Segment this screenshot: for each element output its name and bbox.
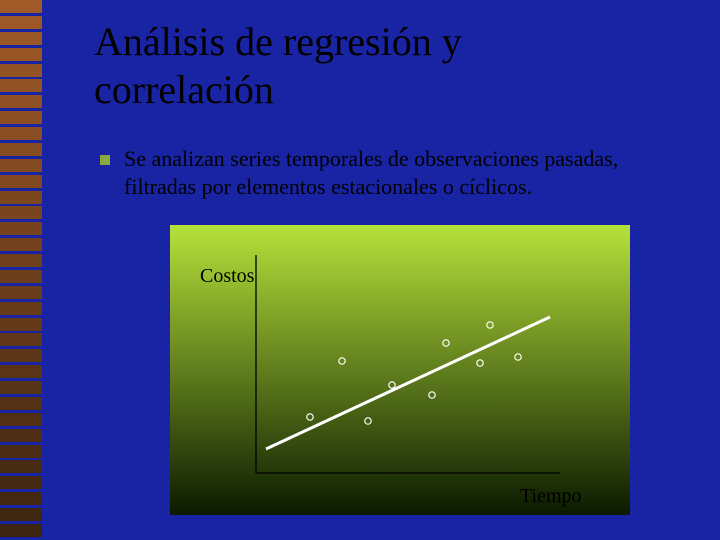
y-axis-label: Costos bbox=[200, 265, 254, 288]
slide: Análisis de regresión y correlación Se a… bbox=[0, 0, 720, 540]
slide-title: Análisis de regresión y correlación bbox=[94, 18, 462, 114]
scatter-chart: Costos Tiempo bbox=[170, 225, 630, 515]
bullet-item: Se analizan series temporales de observa… bbox=[100, 145, 680, 201]
x-axis-label: Tiempo bbox=[520, 485, 582, 508]
left-decor-strip bbox=[0, 0, 42, 540]
bullet-text: Se analizan series temporales de observa… bbox=[124, 145, 680, 201]
title-line-1: Análisis de regresión y bbox=[94, 18, 462, 66]
square-bullet-icon bbox=[100, 155, 110, 165]
title-line-2: correlación bbox=[94, 66, 462, 114]
